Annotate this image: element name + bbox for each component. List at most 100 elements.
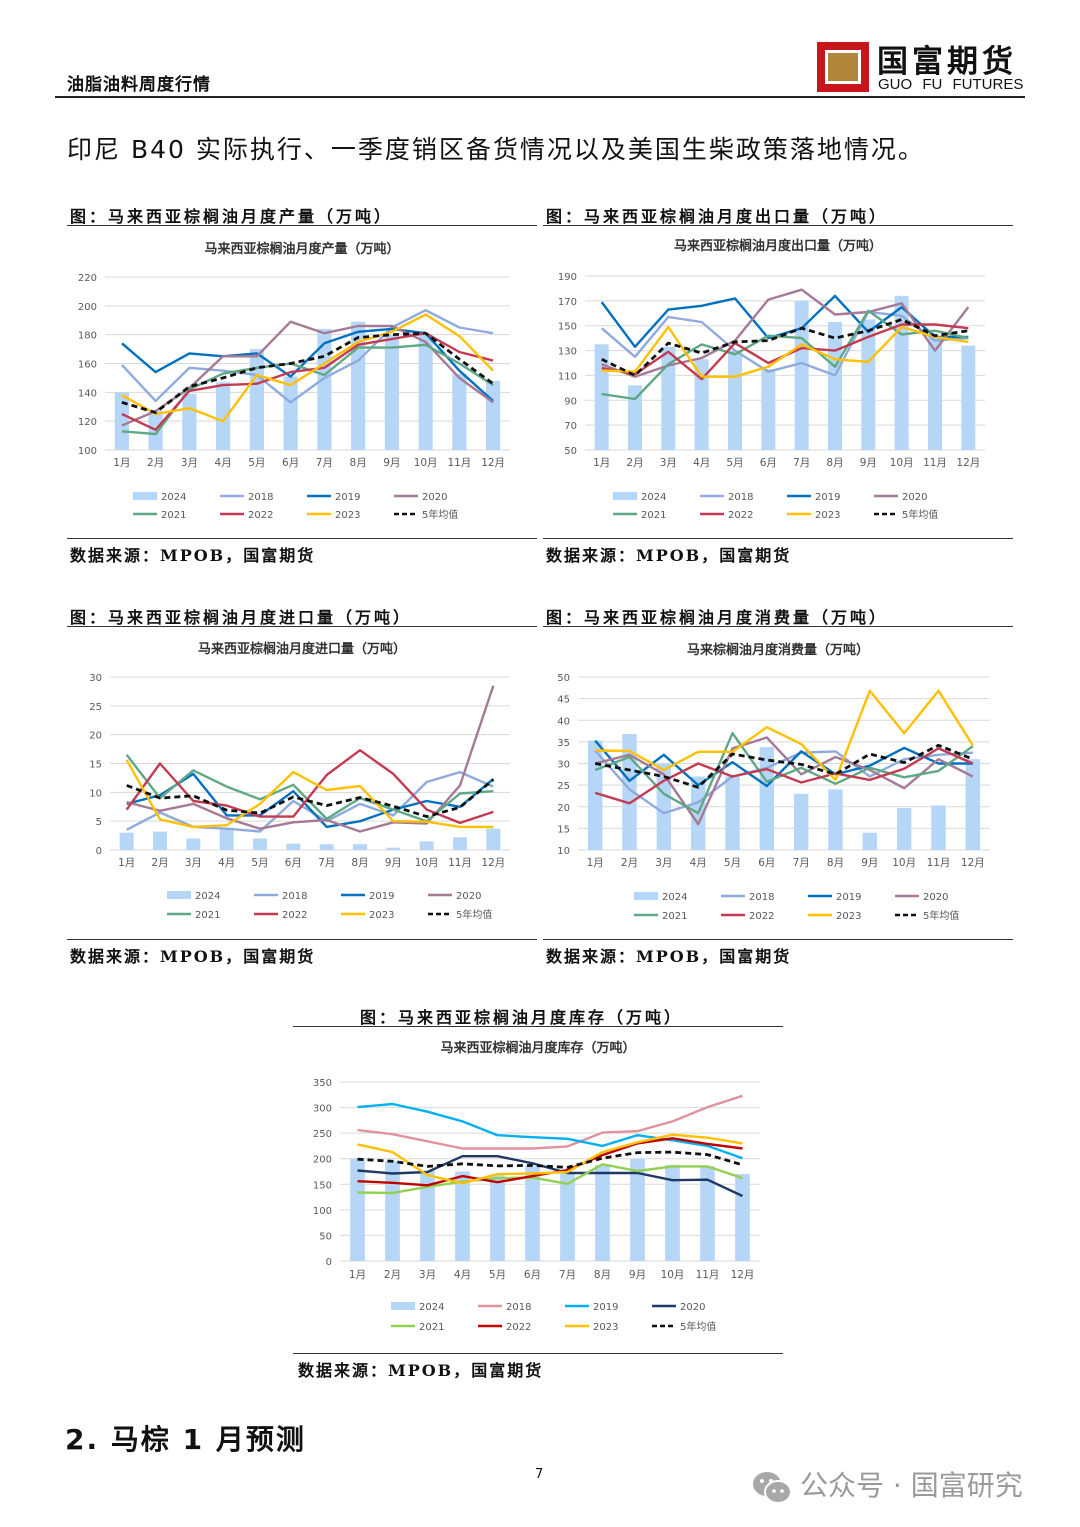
legend-label-2021: 2021 — [641, 510, 666, 521]
x-tick-label: 7月 — [316, 457, 333, 469]
legend-label-2024: 2024 — [419, 1302, 444, 1313]
series-line-2022 — [121, 331, 494, 432]
series-line-2022 — [594, 747, 974, 805]
y-tick-label: 0 — [96, 846, 102, 857]
bar-2024-8月 — [828, 789, 843, 850]
series-line-5年均值 — [357, 1150, 743, 1169]
footer-watermark: 公众号 · 国富研究 — [752, 1464, 1023, 1504]
bar-2024-9月 — [862, 832, 878, 850]
y-tick-label: 90 — [564, 396, 577, 407]
y-tick-label: 160 — [78, 360, 97, 371]
bar-2024-11月 — [931, 805, 946, 850]
x-tick-label: 7月 — [793, 857, 810, 869]
legend-label-2019: 2019 — [815, 492, 840, 503]
x-tick-label: 4月 — [693, 457, 710, 469]
x-tick-label: 5月 — [248, 457, 265, 469]
series-line-2019 — [357, 1102, 743, 1160]
legend-label-2024: 2024 — [161, 492, 186, 503]
x-tick-label: 8月 — [350, 457, 367, 469]
bar-2024-6月 — [759, 747, 775, 850]
bar-2024-11月 — [928, 338, 942, 450]
legend-swatch-2024 — [613, 492, 637, 500]
x-tick-label: 3月 — [181, 457, 198, 469]
wechat-icon — [753, 1472, 792, 1504]
bar-2024-9月 — [386, 847, 401, 850]
x-tick-label: 4月 — [218, 857, 235, 869]
y-tick-label: 250 — [313, 1129, 332, 1140]
x-tick-label: 6月 — [760, 457, 777, 469]
caption-rule — [293, 1026, 783, 1027]
logo-english-name: GUO FU FUTURES — [878, 76, 1024, 93]
x-tick-label: 1月 — [349, 1269, 366, 1281]
bar-2024-4月 — [455, 1171, 470, 1261]
bar-2024-6月 — [525, 1166, 540, 1261]
figure-caption: 图：马来西亚棕榈油月度产量（万吨） — [70, 207, 394, 226]
bar-2024-6月 — [286, 843, 301, 850]
x-tick-label: 6月 — [524, 1269, 541, 1281]
bar-2024-3月 — [186, 838, 201, 850]
legend-label-2022: 2022 — [282, 910, 307, 921]
stock-chart: 马来西亚棕榈油月度库存（万吨） 0 50 100 150 200 250 300 350 1月 2月… — [313, 1040, 760, 1333]
x-tick-label: 9月 — [629, 1269, 646, 1281]
bar-2024-10月 — [896, 808, 912, 850]
bar-2024-10月 — [418, 334, 433, 450]
x-tick-label: 5月 — [724, 857, 741, 869]
series-line-2021 — [357, 1163, 743, 1195]
x-tick-label: 11月 — [448, 857, 472, 869]
legend-label-2022: 2022 — [749, 911, 774, 922]
y-tick-label: 30 — [89, 673, 102, 684]
figure-caption: 图：马来西亚棕榈油月度库存（万吨） — [360, 1008, 684, 1027]
y-tick-label: 15 — [89, 760, 102, 771]
x-tick-label: 11月 — [447, 457, 471, 469]
legend-label-2022: 2022 — [248, 510, 273, 521]
caption-rule — [543, 626, 1013, 627]
legend-label-2021: 2021 — [161, 510, 186, 521]
figure-caption: 图：马来西亚棕榈油月度出口量（万吨） — [546, 207, 889, 226]
chart-title: 马来棕榈油月度消费量（万吨） — [687, 642, 869, 658]
x-tick-label: 1月 — [593, 457, 610, 469]
series-line-2022 — [357, 1137, 743, 1187]
legend-label-2023: 2023 — [335, 510, 360, 521]
y-tick-label: 20 — [557, 803, 570, 814]
bar-2024-3月 — [661, 346, 676, 450]
series-line-2023 — [125, 759, 494, 829]
bar-2024-5月 — [249, 349, 264, 450]
bar-2024-11月 — [700, 1166, 715, 1261]
bar-2024-8月 — [351, 321, 366, 450]
x-tick-label: 10月 — [415, 857, 439, 869]
bar-2024-3月 — [420, 1170, 435, 1261]
y-tick-label: 5 — [96, 817, 102, 828]
series-line-2019 — [121, 327, 494, 402]
caption-rule — [67, 225, 537, 226]
y-tick-label: 150 — [558, 322, 577, 333]
x-tick-label: 4月 — [454, 1269, 471, 1281]
bar-2024-9月 — [384, 334, 399, 450]
x-tick-label: 2月 — [626, 457, 643, 469]
bar-2024-6月 — [761, 369, 776, 450]
x-tick-label: 9月 — [385, 857, 402, 869]
bar-2024-12月 — [486, 828, 501, 850]
series-line-2023 — [357, 1133, 743, 1185]
x-tick-label: 12月 — [956, 457, 980, 469]
bar-2024-7月 — [317, 328, 332, 450]
figure-caption: 图：马来西亚棕榈油月度进口量（万吨） — [70, 608, 413, 627]
y-tick-label: 130 — [558, 347, 577, 358]
bar-2024-2月 — [153, 831, 167, 850]
legend-swatch-2024 — [133, 492, 157, 500]
x-tick-label: 1月 — [118, 857, 135, 869]
y-tick-label: 70 — [564, 421, 577, 432]
x-tick-label: 12月 — [481, 857, 505, 869]
x-tick-label: 6月 — [285, 857, 302, 869]
y-tick-label: 120 — [78, 417, 97, 428]
series-line-2020 — [594, 736, 974, 826]
y-tick-label: 110 — [558, 371, 577, 382]
y-tick-label: 35 — [557, 738, 570, 749]
series-line-5年均值 — [601, 318, 969, 377]
y-tick-label: 350 — [313, 1078, 332, 1089]
bar-2024-12月 — [486, 380, 501, 450]
bar-2024-10月 — [419, 841, 434, 850]
series-line-2019 — [594, 739, 973, 788]
legend-label-5年均值: 5年均值 — [923, 909, 959, 922]
x-tick-label: 10月 — [892, 857, 916, 869]
legend-label-2023: 2023 — [369, 910, 394, 921]
